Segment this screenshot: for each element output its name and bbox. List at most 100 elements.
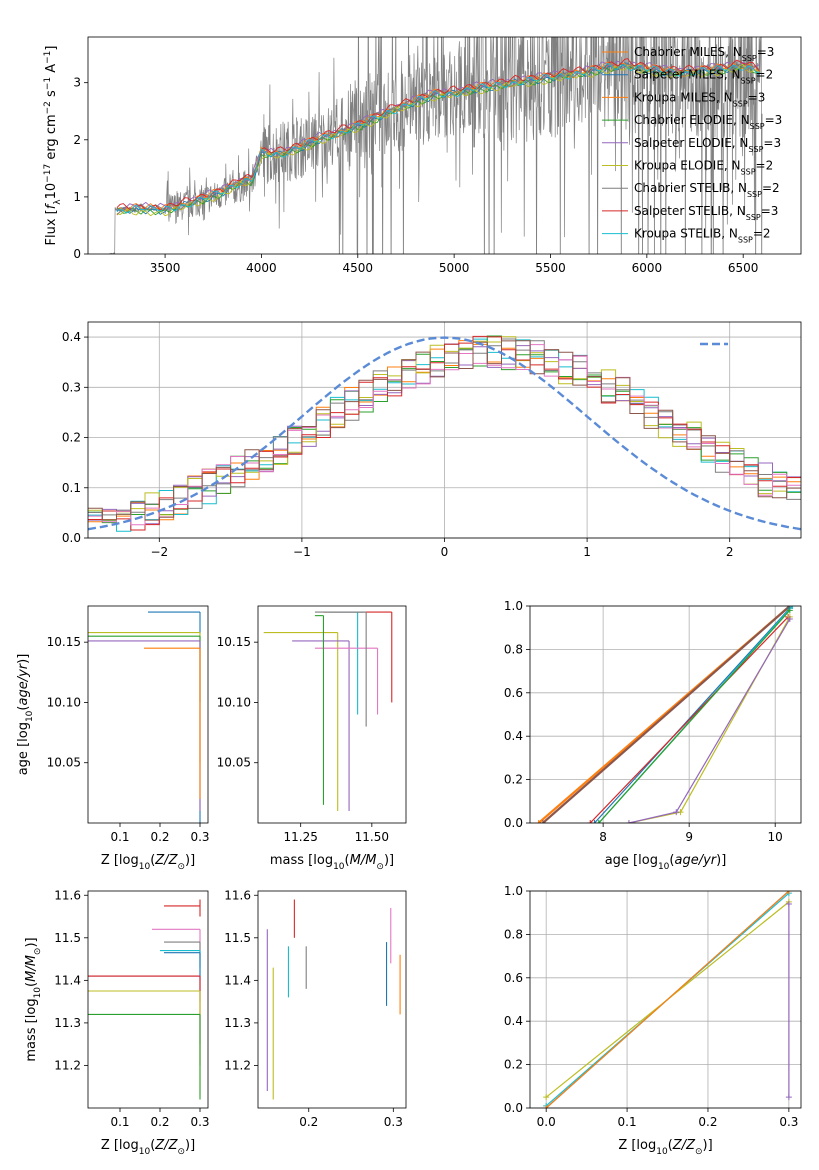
mass-weight-line-1 [542, 606, 791, 823]
x-tick-label: 2 [726, 545, 734, 559]
y-tick-label: 11.5 [224, 931, 251, 945]
x-tick-label: 6500 [728, 261, 759, 275]
x-tick-label: 10 [768, 830, 783, 844]
x-tick-label: 0.0 [537, 1115, 556, 1129]
mass-weight-point [543, 1094, 550, 1101]
axes-frame [87, 36, 802, 255]
mass-weight-line-5 [598, 609, 791, 823]
plot-area [88, 899, 201, 1100]
x-tick-label: 0.3 [190, 830, 209, 844]
mass-weight-point [785, 1094, 792, 1101]
y-tick-label: 11.5 [54, 931, 81, 945]
mass-weight-point [587, 820, 594, 823]
y-tick-label: 0.0 [62, 531, 81, 545]
mass-weight-point [543, 1105, 550, 1108]
mass-weight-point [535, 820, 542, 823]
y-tick-label: 10.05 [47, 756, 81, 770]
y-tick-label: 3 [73, 76, 81, 90]
histogram-step-8 [88, 340, 801, 521]
legend-entry: Chabrier MILES, NSSP=3 [634, 45, 774, 63]
mass-weight-point [789, 606, 796, 609]
axes-age-vs-mass: 11.25 11.50 10.05 10.10 10.15 mass [log10(M/M… [217, 605, 407, 872]
axes-spectrum: 3500 4000 4500 5000 5500 6000 6500 0 1 2 3 Flux [fλ… [43, 36, 802, 275]
axes-frame [87, 321, 802, 539]
mass-weight-line-2 [594, 607, 791, 823]
legend-entry: Salpeter MILES, NSSP=2 [634, 68, 773, 86]
y-tick-label: 0.4 [62, 330, 81, 344]
mass-weight-line-4 [545, 891, 790, 1108]
legend-entry: Salpeter ELODIE, NSSP=3 [634, 136, 781, 154]
axes-frame [257, 890, 407, 1109]
y-tick-label: 11.3 [54, 1016, 81, 1030]
axes-residuals: −2 −1 0 1 2 0.0 0.1 0.2 0.3 0.4 [62, 321, 802, 559]
x-tick-label: 0.3 [384, 1115, 403, 1129]
model-line-8 [116, 62, 760, 214]
x-axis-label: Z [log10(Z/Z⊙)] [618, 1138, 712, 1157]
y-tick-label: 0.2 [504, 1058, 523, 1072]
x-tick-label: 0.1 [618, 1115, 637, 1129]
y-tick-label: 0.2 [62, 431, 81, 445]
x-tick-label: 0.2 [299, 1115, 318, 1129]
axes-frame [87, 890, 209, 1109]
axes-age-vs-Z: 0.1 0.2 0.3 10.05 10.10 10.15 Z [log10(Z/Z⊙)] a… [16, 605, 210, 872]
y-tick-label: 0.6 [504, 971, 523, 985]
x-tick-label: 0.3 [190, 1115, 209, 1129]
x-tick-label: 0.1 [110, 830, 129, 844]
y-tick-label: 11.4 [54, 973, 81, 987]
y-tick-label: 10.10 [47, 695, 81, 709]
x-tick-label: −1 [293, 545, 311, 559]
plot-area [266, 899, 401, 1100]
x-tick-label: 0.2 [698, 1115, 717, 1129]
y-tick-label: 11.6 [224, 888, 251, 902]
x-tick-label: 5500 [535, 261, 566, 275]
legend-entry: Kroupa ELODIE, NSSP=2 [634, 159, 773, 177]
plot-area [88, 611, 201, 823]
legend-entry: Kroupa MILES, NSSP=3 [634, 90, 765, 108]
mass-weight-point [785, 901, 792, 908]
x-tick-label: 0.1 [110, 1115, 129, 1129]
y-tick-label: 0.4 [504, 1014, 523, 1028]
y-tick-label: 0.0 [504, 1101, 523, 1115]
y-tick-label: 0.8 [504, 927, 523, 941]
axes-massweight-vs-age: 8 9 10 0.0 0.2 0.4 0.6 0.8 1.0 age [log10(age/yr)… [504, 599, 802, 872]
x-tick-label: 6000 [632, 261, 663, 275]
y-tick-label: 0.3 [62, 380, 81, 394]
x-tick-label: 0.2 [150, 1115, 169, 1129]
x-tick-label: 1 [583, 545, 591, 559]
mass-weight-point [785, 891, 792, 894]
mass-weight-point [539, 820, 546, 823]
y-axis-label: Flux [fλ10−17 erg cm−2 s−1 A−1] [43, 46, 63, 246]
y-tick-label: 10.05 [217, 756, 251, 770]
axes-frame [87, 605, 209, 824]
y-tick-label: 0 [73, 247, 81, 261]
y-tick-label: 1.0 [504, 599, 523, 613]
mass-weight-point [595, 820, 602, 823]
x-tick-label: 11.50 [355, 830, 389, 844]
y-tick-label: 10.15 [47, 635, 81, 649]
x-axis-label: age [log10(age/yr)] [605, 853, 727, 872]
y-tick-label: 1.0 [504, 884, 523, 898]
y-tick-label: 11.2 [54, 1058, 81, 1072]
y-tick-label: 0.0 [504, 816, 523, 830]
axes-frame [529, 605, 802, 824]
x-tick-label: 5000 [439, 261, 470, 275]
x-tick-label: 0 [441, 545, 449, 559]
x-tick-label: 4500 [343, 261, 374, 275]
legend-entry: Kroupa STELIB, NSSP=2 [634, 227, 771, 245]
plot-area [535, 606, 796, 823]
legend-entry: Chabrier STELIB, NSSP=2 [634, 181, 780, 199]
legend-entry: Salpeter STELIB, NSSP=3 [634, 204, 778, 222]
model-line-5 [116, 64, 760, 217]
plot-area [109, 37, 763, 254]
observed-spectrum [109, 37, 763, 254]
x-tick-label: 0.3 [779, 1115, 798, 1129]
axes-massweight-vs-Z: 0.0 0.1 0.2 0.3 0.0 0.2 0.4 0.6 0.8 1.0 Z [log10(Z… [504, 884, 802, 1157]
x-tick-label: 3500 [150, 261, 181, 275]
y-tick-label: 11.2 [224, 1058, 251, 1072]
x-tick-label: 9 [685, 830, 693, 844]
x-axis-label: mass [log10(M/M⊙)] [270, 853, 394, 872]
legend-entry: Chabrier ELODIE, NSSP=3 [634, 113, 782, 131]
axes-frame [257, 605, 407, 824]
y-tick-label: 0.2 [504, 773, 523, 787]
